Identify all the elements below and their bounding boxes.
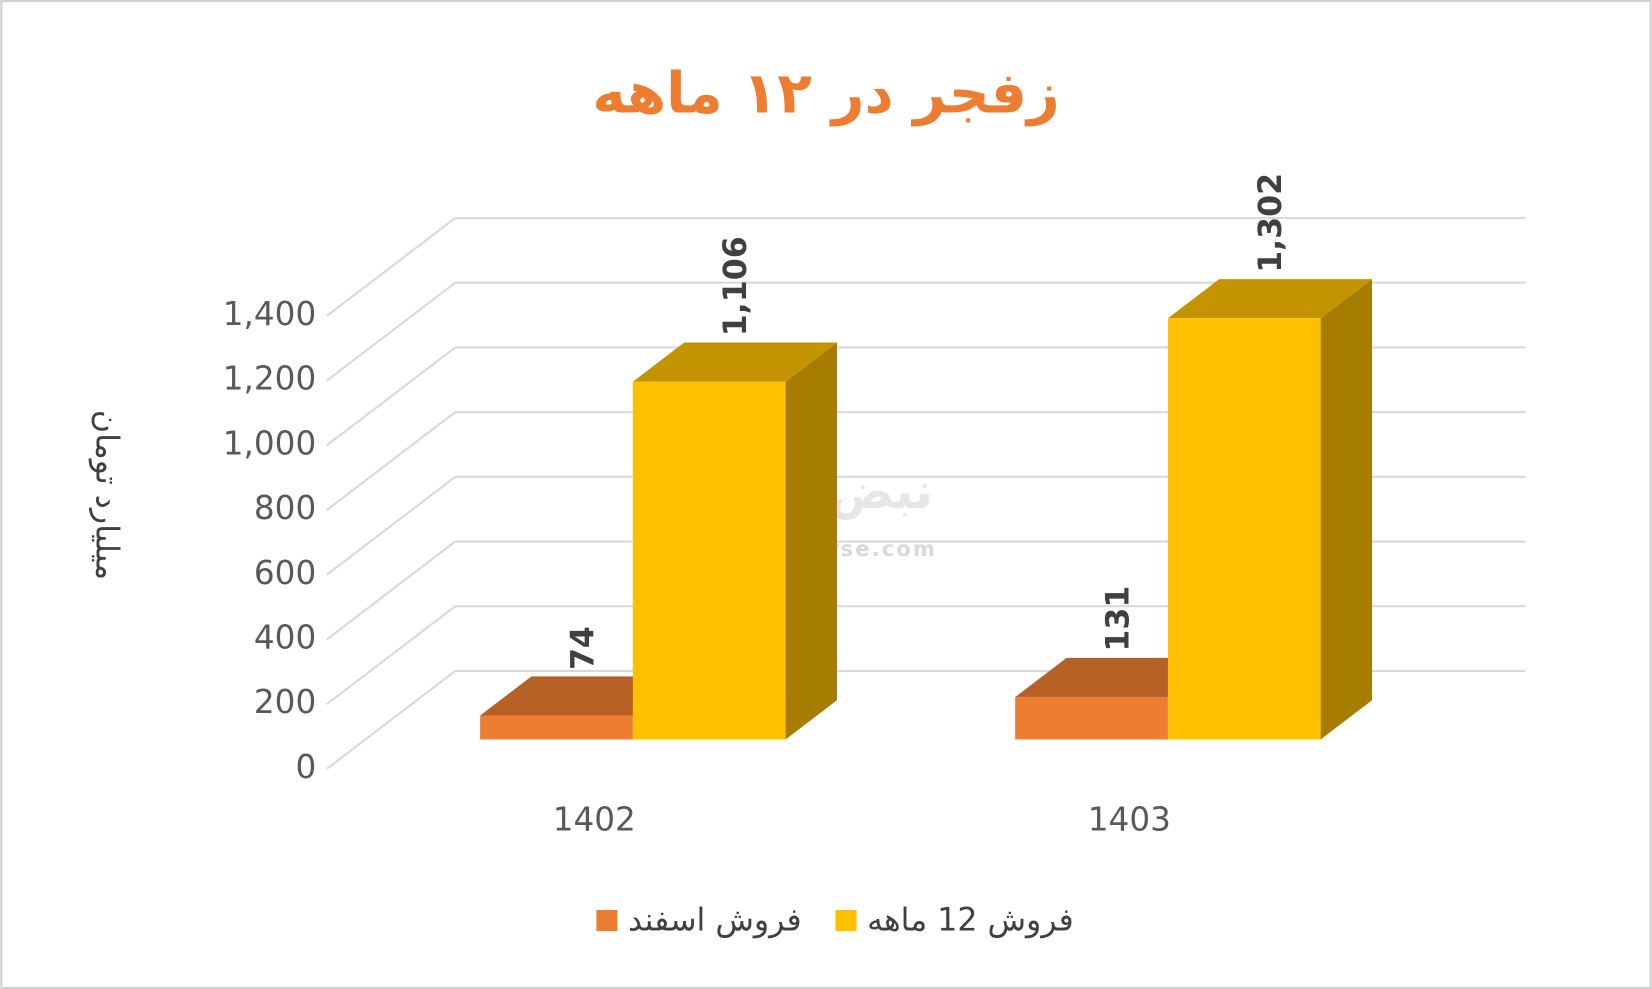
bar (632, 381, 786, 740)
legend-swatch (596, 910, 618, 932)
y-tick-label: 0 (295, 748, 316, 786)
bar (1015, 697, 1168, 740)
grid-line (326, 475, 456, 576)
bar (480, 715, 633, 740)
y-tick-label: 1,200 (223, 360, 316, 398)
data-label: 131 (1100, 586, 1136, 652)
data-label: 74 (565, 626, 601, 670)
grid-line (326, 605, 456, 706)
grid-line (326, 540, 456, 641)
grid-line (326, 217, 456, 317)
grid-line (326, 281, 456, 382)
x-tick-label: 1402 (553, 801, 636, 839)
y-tick-label: 400 (254, 618, 316, 656)
grid-line (326, 346, 456, 447)
grid-line (326, 411, 456, 511)
y-tick-label: 1,000 (223, 424, 316, 462)
x-tick-label: 1403 (1088, 801, 1171, 839)
legend-label: فروش اسفند (628, 903, 802, 939)
y-tick-label: 800 (254, 489, 316, 527)
bar-side (785, 342, 837, 740)
bar-side (1320, 279, 1373, 740)
y-tick-label: 200 (254, 683, 316, 721)
bar-top (1167, 279, 1373, 319)
bar (1167, 318, 1321, 740)
y-axis-title: میلیارد تومان (89, 410, 125, 580)
bar-top (632, 342, 837, 382)
chart-title: زفجر در ۱۲ ماهه (592, 61, 1060, 127)
legend-swatch (835, 910, 857, 932)
data-label: 1,302 (1253, 173, 1289, 273)
y-tick-label: 600 (254, 554, 316, 592)
data-label: 1,106 (718, 236, 754, 336)
legend-label: فروش 12 ماهه (867, 903, 1074, 939)
grid-line (326, 670, 456, 770)
y-tick-label: 1,400 (223, 295, 316, 333)
